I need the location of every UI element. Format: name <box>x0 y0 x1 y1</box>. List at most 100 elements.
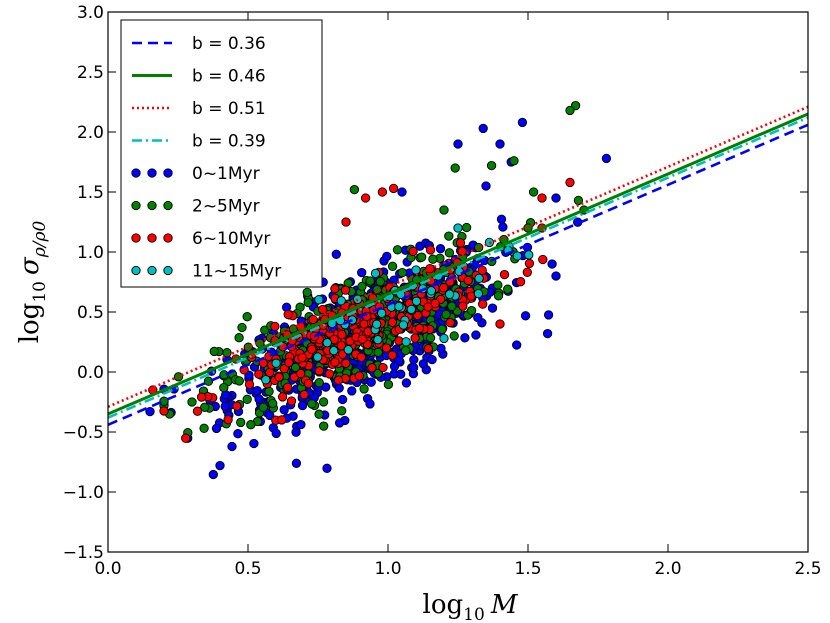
data-point <box>423 344 433 354</box>
data-point <box>357 334 368 344</box>
data-point <box>538 254 548 265</box>
data-point <box>232 401 242 411</box>
data-point <box>227 441 237 452</box>
data-point <box>455 238 466 248</box>
legend-marker-11~15Myr <box>163 265 173 276</box>
data-point <box>331 249 341 259</box>
data-point <box>381 343 392 353</box>
legend-marker-11~15Myr <box>131 265 141 276</box>
data-point <box>181 433 191 443</box>
data-point <box>356 352 366 362</box>
data-point <box>357 281 367 292</box>
x-tick-label: 1.0 <box>374 559 401 579</box>
data-point <box>336 296 346 306</box>
data-point <box>220 401 230 412</box>
data-point <box>341 217 351 227</box>
data-point <box>410 333 420 343</box>
y-tick-label: 2.5 <box>77 63 104 83</box>
y-tick-label: 0.5 <box>77 303 104 323</box>
data-point <box>524 258 535 269</box>
data-point <box>543 310 554 320</box>
x-axis-title-var: M <box>490 590 519 620</box>
data-point <box>487 303 498 313</box>
data-point <box>330 284 340 294</box>
data-point <box>397 187 407 197</box>
data-point <box>573 195 584 206</box>
data-point <box>145 406 155 417</box>
data-point <box>439 283 449 293</box>
data-point <box>565 105 575 116</box>
fit-line-b = 0.39 <box>108 116 808 419</box>
data-point <box>428 254 438 264</box>
fit-line-b = 0.51 <box>108 105 808 408</box>
x-axis-title-log: log <box>423 590 464 620</box>
x-tick-label: 2.0 <box>654 559 681 579</box>
data-point <box>495 319 505 329</box>
data-point <box>392 245 403 255</box>
data-point <box>411 265 421 275</box>
data-point <box>394 301 404 312</box>
data-point <box>219 382 229 393</box>
data-point <box>318 397 329 407</box>
data-point <box>509 156 519 166</box>
data-point <box>279 364 289 374</box>
data-point <box>359 319 369 329</box>
data-point <box>389 369 399 379</box>
data-point <box>450 163 460 173</box>
data-point <box>283 382 293 392</box>
data-point <box>234 333 244 343</box>
data-point <box>423 302 433 312</box>
data-point <box>254 394 264 404</box>
data-point <box>246 420 256 430</box>
data-point <box>426 286 436 296</box>
data-point <box>453 139 463 149</box>
data-point <box>520 311 531 321</box>
data-point <box>461 222 472 233</box>
data-point <box>252 385 262 396</box>
data-point <box>307 399 317 409</box>
data-point <box>471 330 481 340</box>
data-point <box>296 368 306 379</box>
data-point <box>333 375 344 385</box>
y-tick-label: 1.0 <box>77 243 104 263</box>
data-point <box>286 396 297 406</box>
y-tick-label: −1.0 <box>63 483 104 503</box>
data-point <box>493 280 503 290</box>
data-point <box>460 333 470 343</box>
data-point <box>551 271 561 281</box>
data-point <box>378 362 388 373</box>
y-axis-title-varsub: ρ/ρ0 <box>30 221 50 259</box>
data-point <box>377 187 388 197</box>
data-point <box>283 309 293 320</box>
data-point <box>303 297 313 308</box>
data-point <box>493 291 504 301</box>
x-axis-title-sub: 10 <box>463 605 485 623</box>
data-point <box>445 317 455 328</box>
data-point <box>477 265 487 275</box>
y-tick-label: −1.5 <box>63 543 104 563</box>
legend-label: b = 0.39 <box>192 132 266 152</box>
y-tick-label: 2.0 <box>77 123 104 143</box>
data-point <box>397 267 407 278</box>
data-point <box>444 289 455 299</box>
data-point <box>512 251 523 261</box>
y-axis-title-var: σ <box>15 256 45 275</box>
data-point <box>296 419 306 430</box>
y-tick-label: −0.5 <box>63 423 104 443</box>
data-point <box>254 369 264 379</box>
data-point <box>337 329 347 340</box>
data-point <box>486 160 497 171</box>
legend-marker-2~5Myr <box>147 200 157 211</box>
legend-marker-0~1Myr <box>163 168 173 178</box>
legend-marker-6~10Myr <box>147 233 157 243</box>
data-point <box>268 398 278 409</box>
data-point <box>319 421 329 431</box>
fit-lines <box>108 105 808 426</box>
data-point <box>261 375 271 385</box>
data-point <box>372 319 382 329</box>
data-point <box>322 338 332 348</box>
data-point <box>496 214 507 224</box>
data-point <box>307 344 317 354</box>
data-point <box>222 348 232 358</box>
legend-label: 11~15Myr <box>192 262 281 282</box>
